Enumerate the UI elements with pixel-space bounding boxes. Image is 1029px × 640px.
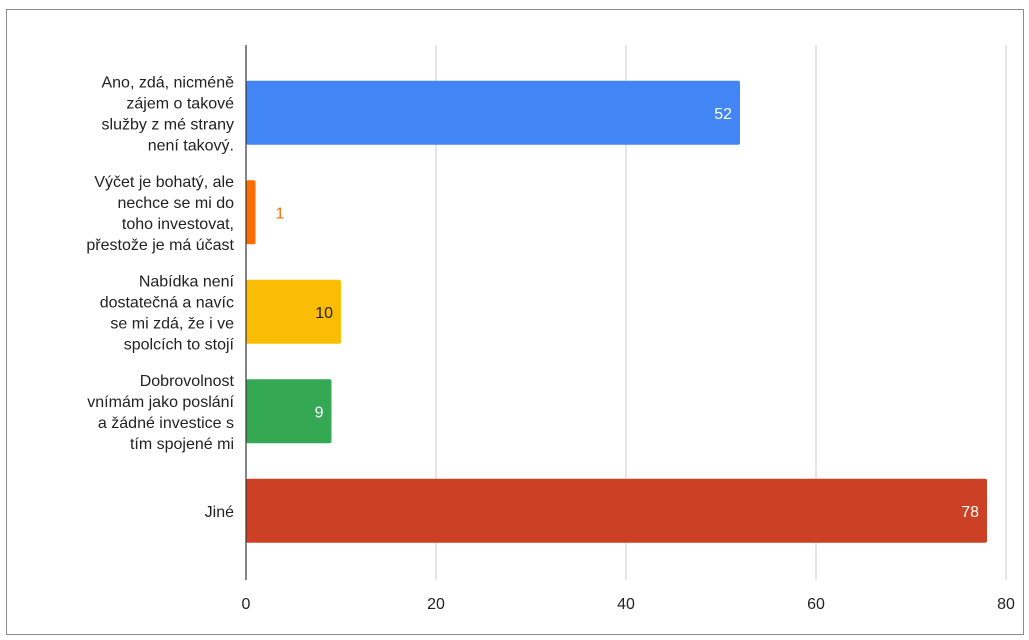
category-label: Výčet je bohatý, ale xyxy=(94,174,234,191)
bar xyxy=(246,379,332,444)
category-label: Jiné xyxy=(205,504,234,521)
x-tick-label: 40 xyxy=(617,596,635,613)
category-label: nechce se mi do xyxy=(117,195,234,212)
data-label: 9 xyxy=(315,404,324,421)
category-label: toho investovat, xyxy=(122,216,234,233)
category-label: dostatečná a navíc xyxy=(100,294,234,311)
bar xyxy=(246,478,987,543)
data-label: 1 xyxy=(276,205,285,222)
category-label: se mi zdá, že i ve xyxy=(110,315,234,332)
x-tick-label: 60 xyxy=(807,596,825,613)
category-label: Nabídka není xyxy=(139,273,235,290)
data-label: 10 xyxy=(315,305,333,322)
x-tick-label: 80 xyxy=(997,596,1015,613)
category-label: Dobrovolnost xyxy=(140,373,235,390)
data-label: 78 xyxy=(961,504,979,521)
x-tick-label: 0 xyxy=(242,596,251,613)
category-label: spolcích to stojí xyxy=(124,336,235,353)
x-tick-label: 20 xyxy=(427,596,445,613)
bar xyxy=(246,180,256,245)
data-label: 52 xyxy=(714,106,732,123)
category-label: Ano, zdá, nicméně xyxy=(101,74,234,91)
bar xyxy=(246,80,740,145)
bar xyxy=(246,279,341,344)
category-label: přestože je má účast xyxy=(86,237,234,254)
category-label: není takový. xyxy=(148,137,234,154)
category-label: a žádné investice s xyxy=(98,415,234,432)
category-label: tím spojené mi xyxy=(130,436,234,453)
category-label: zájem o takové xyxy=(126,95,234,112)
category-label: vnímám jako poslání xyxy=(87,394,234,411)
category-label: služby z mé strany xyxy=(102,116,234,133)
